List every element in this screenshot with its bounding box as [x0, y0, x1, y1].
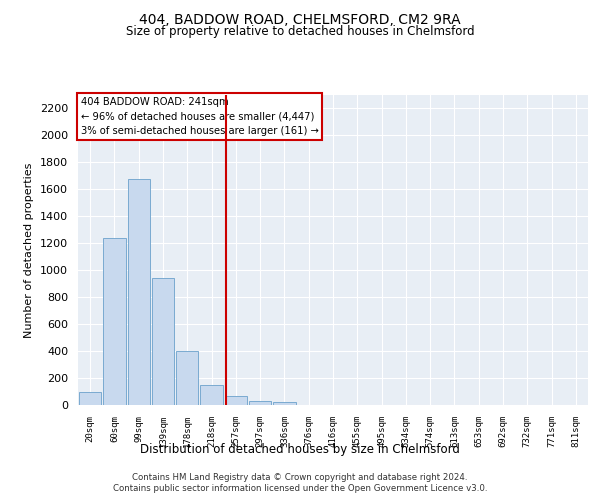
Bar: [273, 402, 296, 405]
Bar: [224, 396, 247, 405]
Text: 404, BADDOW ROAD, CHELMSFORD, CM2 9RA: 404, BADDOW ROAD, CHELMSFORD, CM2 9RA: [139, 12, 461, 26]
Text: Contains public sector information licensed under the Open Government Licence v3: Contains public sector information licen…: [113, 484, 487, 493]
Text: Distribution of detached houses by size in Chelmsford: Distribution of detached houses by size …: [140, 442, 460, 456]
Y-axis label: Number of detached properties: Number of detached properties: [25, 162, 34, 338]
Text: Size of property relative to detached houses in Chelmsford: Size of property relative to detached ho…: [125, 25, 475, 38]
Bar: [249, 401, 271, 405]
Bar: [152, 278, 174, 405]
Bar: [103, 238, 125, 405]
Bar: [200, 385, 223, 405]
Bar: [176, 351, 199, 405]
Text: 404 BADDOW ROAD: 241sqm
← 96% of detached houses are smaller (4,447)
3% of semi-: 404 BADDOW ROAD: 241sqm ← 96% of detache…: [80, 96, 319, 136]
Text: Contains HM Land Registry data © Crown copyright and database right 2024.: Contains HM Land Registry data © Crown c…: [132, 472, 468, 482]
Bar: [79, 392, 101, 405]
Bar: [128, 178, 150, 405]
